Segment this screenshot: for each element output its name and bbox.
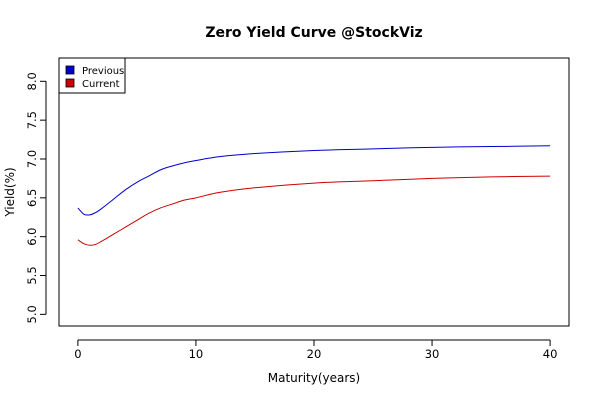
y-tick-label: 6.0 [25, 228, 39, 246]
x-tick-label: 0 [74, 347, 81, 361]
legend: Previous Current [58, 57, 126, 94]
legend-label-previous: Previous [82, 66, 124, 77]
y-tick-label: 6.5 [25, 189, 39, 207]
y-tick-label: 7.0 [25, 150, 39, 168]
y-axis-label: Yield(%) [3, 167, 17, 217]
plot-area-frame [58, 57, 570, 327]
y-tick-label: 8.0 [25, 72, 39, 90]
series-line-previous [77, 145, 551, 216]
x-tick-label: 20 [307, 347, 322, 361]
chart-title: Zero Yield Curve @StockViz [205, 25, 422, 41]
x-axis-label: Maturity(years) [268, 371, 360, 385]
legend-swatch-current [65, 78, 75, 88]
y-tick-label: 5.0 [25, 305, 39, 323]
x-tick-label: 10 [189, 347, 204, 361]
y-tick-label: 7.5 [25, 111, 39, 129]
x-tick-label: 40 [543, 347, 558, 361]
series-layer [77, 145, 551, 246]
legend-label-current: Current [82, 79, 120, 90]
series-line-current [77, 175, 551, 246]
y-tick-label: 5.5 [25, 266, 39, 284]
legend-swatch-previous [65, 65, 75, 75]
x-axis: 0 10 20 30 40 [74, 339, 558, 361]
x-tick-label: 30 [425, 347, 440, 361]
y-axis: 5.0 5.5 6.0 6.5 7.0 7.5 8.0 [25, 72, 47, 323]
